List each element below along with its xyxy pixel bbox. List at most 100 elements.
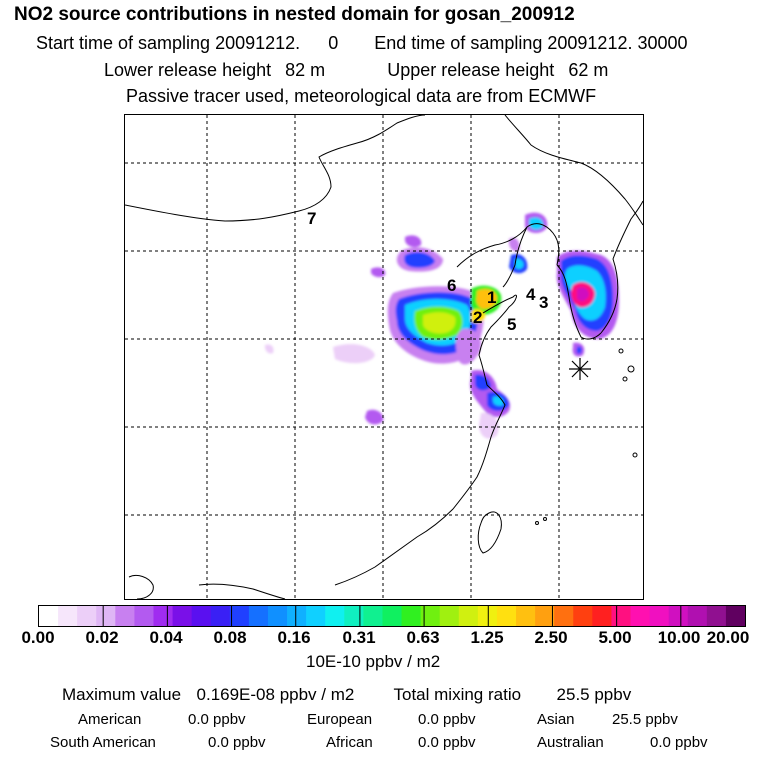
colorbar-cell [687,606,708,626]
region-african: African [326,734,373,751]
max-value: 0.169E-08 ppbv / m2 [196,685,355,704]
plume-inner-mongolia-core [404,252,435,268]
colorbar-tick: 1.25 [470,628,504,647]
hainan-island [128,574,154,599]
colorbar-cell [58,606,78,626]
plume-central-west [265,344,274,354]
korea-coast-east [600,200,643,334]
colorbar-cell [573,606,593,626]
source-label-1: 1 [487,288,496,307]
colorbar-separators [102,606,682,626]
plume-central [333,344,375,364]
colorbar-cells [39,606,745,626]
start-hour-value: 0 [328,33,339,53]
plume-north-small [405,235,422,248]
max-value-label: Maximum value [62,685,182,704]
region-south-american: South American [50,734,156,751]
plume-shandong [455,328,482,365]
colorbar-cell [287,606,307,626]
japan-island-3 [618,348,624,354]
region-name: European [307,711,373,728]
plume-zhejiang [479,412,499,439]
end-time-value: 20091212. 30000 [547,33,688,53]
region-european-value: 0.0 ppbv [418,711,476,728]
ryukyu-island-3 [632,452,638,458]
colorbar-cell [153,606,174,626]
total-mixing-value: 25.5 ppbv [556,685,632,704]
lower-height-label: Lower release height [104,60,272,80]
coastlines [125,115,643,599]
colorbar-tick: 0.02 [85,628,119,647]
upper-height-label: Upper release height [387,60,555,80]
liaodong-peninsula [502,226,528,288]
colorbar-cell [210,606,231,626]
colorbar-cell [96,606,116,626]
colorbar-cell [267,606,288,626]
start-time-label: Start time of sampling [36,33,211,53]
colorbar-cell [382,606,403,626]
colorbar-cell [77,606,97,626]
ryukyu-island-1 [535,521,539,525]
region-australian-value: 0.0 ppbv [650,734,708,751]
colorbar-tick: 0.04 [149,628,183,647]
colorbar-tick: 5.00 [598,628,632,647]
colorbar [38,605,746,627]
source-label-4: 4 [526,285,536,304]
colorbar-cell [344,606,364,626]
colorbar-cell [535,606,555,626]
source-label-3: 3 [539,293,548,312]
region-name: South American [50,734,156,751]
lat-lon-grid [125,115,643,599]
sampling-time-line: Start time of sampling 20091212. 0 End t… [36,33,688,54]
region-european: European [307,711,372,728]
inner-border-1 [198,583,286,599]
source-label-2: 2 [473,308,482,327]
colorbar-cell [649,606,670,626]
plume-seoul-core [577,287,589,302]
colorbar-cell [554,606,574,626]
upper-height-value: 62 m [568,60,609,80]
ryukyu-island-2 [543,517,547,521]
region-african-value: 0.0 ppbv [418,734,476,751]
colorbar-tick: 20.00 [706,628,750,647]
source-label-6: 6 [447,276,456,295]
concentration-field [265,212,619,439]
colorbar-cell [363,606,384,626]
colorbar-tick: 10.00 [657,628,701,647]
colorbar-cell [306,606,326,626]
colorbar-tick-labels: 0.00 0.02 0.04 0.08 0.16 0.31 0.63 1.25 … [0,628,768,648]
colorbar-cell [420,606,441,626]
region-asian-value: 25.5 ppbv [612,711,678,728]
lower-height-value: 82 m [285,60,326,80]
colorbar-tick: 0.00 [21,628,55,647]
colorbar-cell [630,606,651,626]
east-china-coast [334,354,506,586]
region-asian: Asian [537,711,575,728]
colorbar-cell [706,606,727,626]
colorbar-cell [401,606,422,626]
colorbar-cell [458,606,479,626]
map-panel: 1 2 3 4 5 6 7 [124,114,644,600]
colorbar-cell [496,606,517,626]
colorbar-cell [39,606,59,626]
plume-jiangsu-blue [475,374,491,391]
colorbar-cell [172,606,193,626]
manchuria-border [504,115,643,226]
region-name: American [78,711,142,728]
colorbar-tick: 0.31 [342,628,376,647]
colorbar-tick: 0.16 [277,628,311,647]
region-name: African [326,734,373,751]
plume-north-china-yellow [423,312,456,334]
source-label-5: 5 [507,315,516,334]
taiwan-island [477,511,502,554]
total-mixing-label: Total mixing ratio [393,685,522,704]
shandong-coast [478,294,517,356]
japan-island-1 [627,365,635,373]
region-name: Asian [537,711,575,728]
colorbar-cell [325,606,345,626]
region-name: Australian [537,734,604,751]
start-time-value: 20091212. [215,33,301,53]
colorbar-cell [725,606,745,626]
korea-coast-west [556,264,602,340]
stats-line: Maximum value 0.169E-08 ppbv / m2 Total … [62,685,631,705]
